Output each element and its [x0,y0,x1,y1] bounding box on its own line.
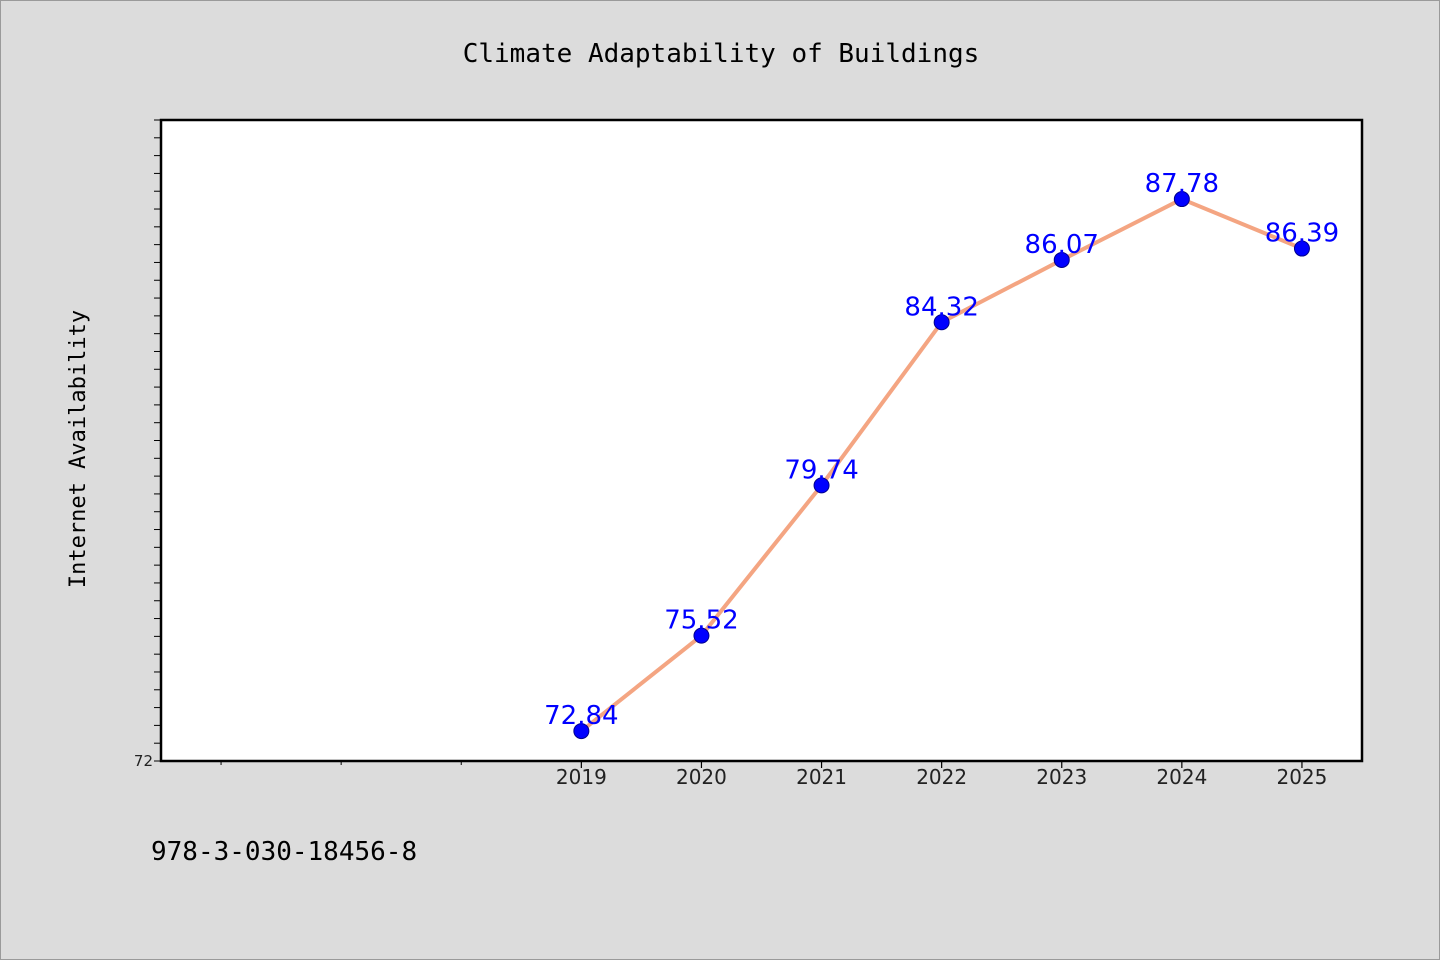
data-labels: 72.84 75.52 79.74 84.32 86.07 87.78 86.39 [544,169,1339,731]
data-label: 84.32 [904,292,978,322]
data-point [1293,240,1310,257]
chart-title: Climate Adaptability of Buildings [463,39,980,69]
data-point [1053,251,1070,268]
data-point [573,723,590,740]
y-axis-label: Internet Availability [66,310,91,588]
plot-area [161,120,1362,761]
data-point [1173,191,1190,208]
x-tick-label: 2021 [796,765,847,789]
data-label: 87.78 [1145,169,1219,199]
x-tick-label: 2019 [556,765,607,789]
series-layer [573,191,1310,740]
data-label: 86.39 [1265,219,1339,249]
data-label: 86.07 [1025,230,1099,260]
y-tick-label: 72 [134,752,153,770]
x-tick-label: 2024 [1156,765,1207,789]
data-label: 75.52 [664,606,738,636]
x-tick-label: 2023 [1036,765,1087,789]
x-tick-label: 2025 [1276,765,1327,789]
data-point [693,627,710,644]
x-tick-label: 2022 [916,765,967,789]
data-label: 72.84 [544,701,618,731]
x-tick-label: 2020 [676,765,727,789]
isbn-text: 978-3-030-18456-8 [151,837,418,867]
data-label: 79.74 [784,455,858,485]
data-point [933,314,950,331]
data-point [813,477,830,494]
plot-frame [159,118,1364,763]
